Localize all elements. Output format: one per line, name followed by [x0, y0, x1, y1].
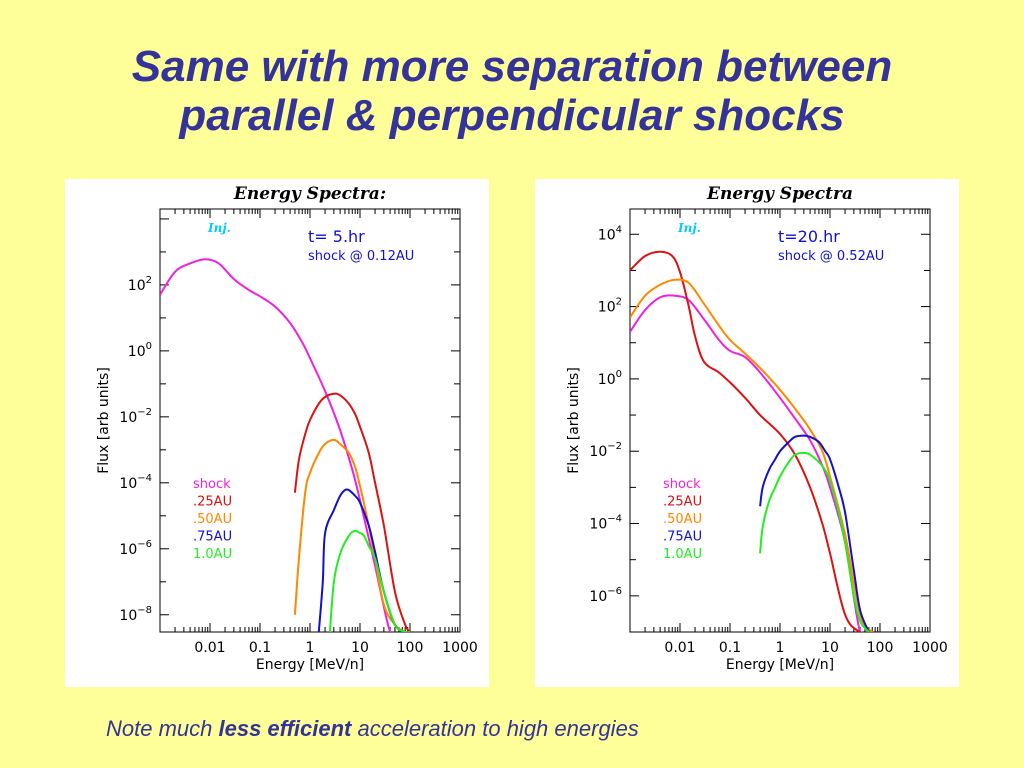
x-tick-label: 0.01	[194, 640, 225, 656]
note-emphasis: less efficient	[218, 716, 352, 741]
legend-entry: .50AU	[193, 512, 232, 527]
x-tick-label: 1	[776, 640, 785, 656]
series-line-10AU	[759, 451, 870, 632]
y-tick-label: 102	[128, 275, 152, 294]
series-line-shock	[160, 258, 392, 632]
series-line-50AU	[293, 438, 410, 632]
legend-entry: 1.0AU	[193, 547, 232, 562]
legend-entry: shock	[193, 477, 231, 492]
series-line-10AU	[328, 529, 410, 632]
x-tick-label: 10	[351, 640, 369, 656]
legend-entry: .75AU	[193, 530, 232, 545]
injection-annotation: Inj.	[677, 221, 701, 235]
slide-note: Note much less efficient acceleration to…	[106, 716, 639, 742]
x-axis-label: Energy [MeV/n]	[726, 657, 834, 673]
series-line-shock	[630, 294, 873, 632]
series-line-25AU	[630, 250, 873, 632]
y-tick-label: 10−6	[119, 539, 152, 558]
y-tick-label: 10−2	[589, 441, 622, 460]
x-tick-label: 1000	[912, 640, 948, 656]
series-line-25AU	[293, 392, 411, 632]
x-tick-label: 0.1	[249, 640, 271, 656]
energy-spectra-chart-20hr: Energy Spectra 0.01 0.1 1 10 100 1000 104 102 100…	[566, 184, 948, 673]
y-tick-label: 10−8	[119, 605, 152, 624]
legend-entry: 1.0AU	[663, 547, 702, 562]
chart-panel-left: Energy Spectra: 0.01 0.1 1 10 100 1000 102 100 10…	[65, 179, 489, 687]
x-tick-label: 0.01	[664, 640, 695, 656]
note-suffix: acceleration to high energies	[351, 716, 639, 741]
time-annotation: t=20.hr	[778, 227, 840, 246]
y-tick-label: 10−4	[119, 473, 152, 492]
y-tick-label: 10−6	[589, 586, 622, 605]
y-axis-label: Flux [arb units]	[566, 367, 582, 474]
x-tick-label: 1000	[442, 640, 478, 656]
chart-title: Energy Spectra:	[233, 184, 386, 204]
x-tick-label: 100	[397, 640, 424, 656]
legend-entry: shock	[663, 477, 701, 492]
slide-title-line-2: parallel & perpendicular shocks	[179, 91, 845, 140]
slide-title-line-1: Same with more separation between	[131, 42, 893, 91]
y-tick-label: 100	[598, 369, 622, 388]
injection-annotation: Inj.	[207, 221, 231, 235]
y-tick-label: 102	[598, 297, 622, 316]
energy-spectra-chart-5hr: Energy Spectra: 0.01 0.1 1 10 100 1000 102 100 10…	[96, 184, 478, 673]
series-line-75AU	[759, 434, 870, 632]
y-tick-label: 10−2	[119, 407, 152, 426]
y-tick-label: 104	[598, 224, 622, 243]
x-tick-label: 1	[306, 640, 315, 656]
shock-position-annotation: shock @ 0.52AU	[778, 249, 884, 264]
note-prefix: Note much	[106, 716, 219, 741]
x-tick-label: 10	[821, 640, 839, 656]
x-tick-label: 100	[867, 640, 894, 656]
series-line-75AU	[317, 488, 410, 632]
legend-entry: .25AU	[663, 495, 702, 510]
chart-title: Energy Spectra	[706, 184, 853, 204]
time-annotation: t= 5.hr	[308, 227, 365, 246]
y-axis-label: Flux [arb units]	[96, 367, 112, 474]
plot-frame	[629, 208, 931, 633]
y-tick-label: 100	[128, 341, 152, 360]
shock-position-annotation: shock @ 0.12AU	[308, 249, 414, 264]
slide-title: Same with more separation between parall…	[0, 42, 1024, 140]
chart-panel-right: Energy Spectra 0.01 0.1 1 10 100 1000 104 102 100…	[535, 179, 959, 687]
legend-entry: .50AU	[663, 512, 702, 527]
legend-entry: .75AU	[663, 530, 702, 545]
legend-entry: .25AU	[193, 495, 232, 510]
y-tick-label: 10−4	[589, 514, 622, 533]
x-tick-label: 0.1	[719, 640, 741, 656]
x-axis-label: Energy [MeV/n]	[256, 657, 364, 673]
